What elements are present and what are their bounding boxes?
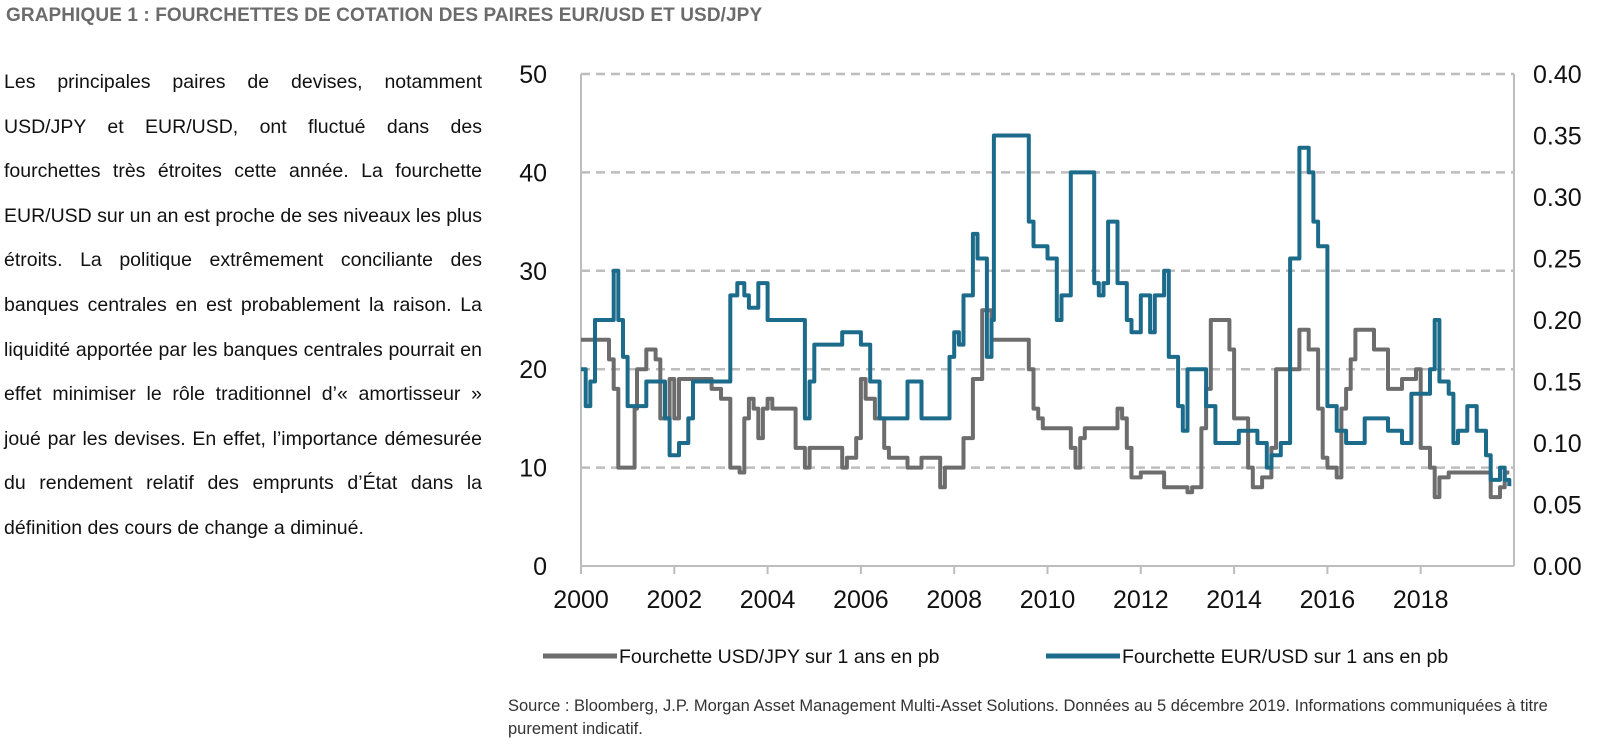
body-text: Les principales paires de devises, notam… xyxy=(4,71,482,539)
x-tick-label: 2006 xyxy=(833,586,889,614)
x-tick-label: 2002 xyxy=(646,586,702,614)
y-left-tick-label: 50 xyxy=(519,61,547,89)
x-tick-label: 2016 xyxy=(1300,586,1356,614)
y-right-tick-label: 0.40 xyxy=(1533,61,1582,89)
y-left-tick-label: 20 xyxy=(519,356,547,384)
y-right-tick-label: 0.05 xyxy=(1533,492,1582,520)
chart-ticks: 0 10 20 30 40 50 0.00 0.05 0.10 0.15 0.20 0.25 0.30 0… xyxy=(519,61,1581,614)
x-tick-label: 2018 xyxy=(1393,586,1449,614)
y-right-tick-label: 0.35 xyxy=(1533,123,1582,151)
y-right-tick-label: 0.25 xyxy=(1533,246,1582,274)
series-line-eurusd xyxy=(581,133,1512,487)
chart-legend: Fourchette USD/JPY sur 1 ans en pb Fourc… xyxy=(543,646,1448,668)
source-note: Source : Bloomberg, J.P. Morgan Asset Ma… xyxy=(508,697,1548,738)
x-tick-label: 2004 xyxy=(740,586,796,614)
y-right-tick-label: 0.15 xyxy=(1533,369,1582,397)
x-tick-label: 2010 xyxy=(1020,586,1076,614)
y-left-tick-label: 40 xyxy=(519,159,547,187)
y-left-tick-label: 0 xyxy=(533,553,547,581)
y-right-tick-label: 0.20 xyxy=(1533,307,1582,335)
chart-series xyxy=(581,133,1512,500)
page-title: GRAPHIQUE 1 : FOURCHETTES DE COTATION DE… xyxy=(6,5,763,26)
y-left-tick-label: 10 xyxy=(519,455,547,483)
series-line-usdjpy xyxy=(581,308,1510,500)
legend-label-eurusd: Fourchette EUR/USD sur 1 ans en pb xyxy=(1122,646,1448,668)
x-tick-label: 2014 xyxy=(1206,586,1262,614)
y-left-tick-label: 30 xyxy=(519,258,547,286)
y-right-tick-label: 0.00 xyxy=(1533,553,1582,581)
legend-label-usdjpy: Fourchette USD/JPY sur 1 ans en pb xyxy=(619,646,940,668)
y-right-tick-label: 0.10 xyxy=(1533,430,1582,458)
x-tick-label: 2000 xyxy=(553,586,609,614)
chart-axes xyxy=(580,74,1515,567)
x-tick-label: 2008 xyxy=(926,586,982,614)
x-tick-label: 2012 xyxy=(1113,586,1169,614)
y-right-tick-label: 0.30 xyxy=(1533,184,1582,212)
chart-grid xyxy=(581,72,1514,469)
